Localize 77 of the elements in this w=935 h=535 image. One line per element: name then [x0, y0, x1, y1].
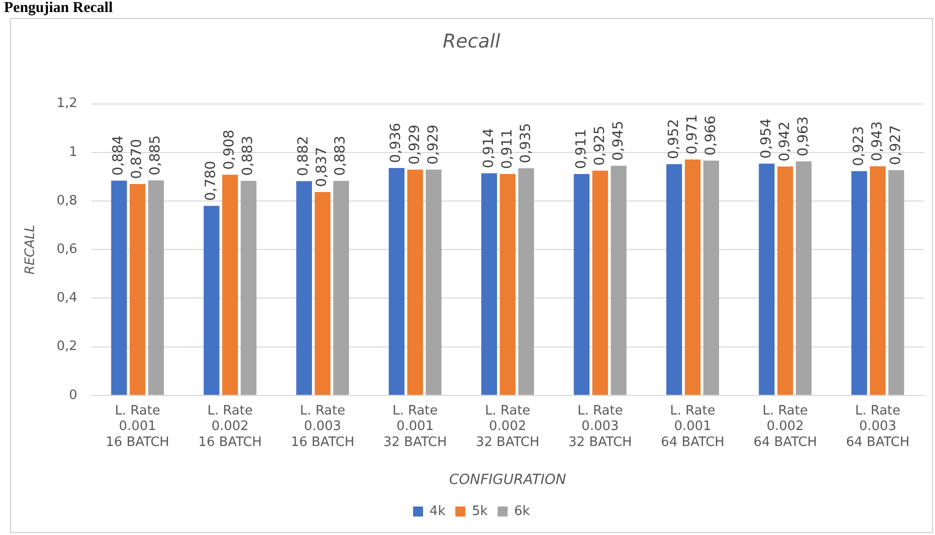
- y-tick-label: 0,8: [56, 193, 78, 208]
- data-label: 0,911: [499, 128, 516, 170]
- data-label: 0,883: [240, 136, 256, 176]
- legend-label: 4k: [430, 504, 446, 519]
- bar: [758, 164, 775, 395]
- bar: [851, 171, 868, 395]
- data-label: 0,780: [203, 160, 220, 201]
- bar: [703, 160, 720, 395]
- chart-title: Recall: [442, 30, 501, 52]
- x-tick-label: L. Rate 0.002 64 BATCH: [753, 404, 817, 450]
- data-label: 0,945: [610, 120, 626, 161]
- bar: [204, 206, 220, 395]
- x-tick-label: L. Rate 0.003 16 BATCH: [290, 404, 354, 450]
- data-label: 0,971: [684, 114, 700, 154]
- bar: [130, 184, 146, 395]
- bar: [481, 173, 497, 395]
- data-label: 0,952: [666, 118, 682, 160]
- bar: [222, 174, 238, 395]
- bar: [296, 181, 312, 395]
- data-label: 0,943: [869, 121, 886, 162]
- bar: [777, 166, 794, 395]
- bar: [111, 180, 127, 395]
- data-label: 0,925: [592, 126, 608, 166]
- data-label: 0,935: [518, 123, 534, 164]
- bar: [888, 170, 904, 395]
- x-tick-label: L. Rate 0.001 32 BATCH: [383, 404, 447, 450]
- bar: [148, 180, 164, 395]
- y-tick-label: 0,2: [56, 339, 78, 354]
- legend-label: 5k: [472, 504, 488, 519]
- x-tick-label: L. Rate 0.001 64 BATCH: [660, 404, 724, 450]
- data-label: 0,885: [148, 135, 164, 176]
- data-label: 0,929: [406, 124, 423, 165]
- bar: [500, 174, 516, 395]
- bar: [240, 180, 256, 395]
- data-label: 0,954: [758, 118, 774, 159]
- y-axis-title: RECALL: [23, 224, 38, 274]
- bar: [314, 192, 330, 395]
- data-label: 0,942: [776, 121, 793, 162]
- data-label: 0,884: [110, 135, 127, 176]
- data-label: 0,908: [222, 130, 238, 170]
- data-label: 0,963: [795, 116, 812, 156]
- bar: [684, 159, 701, 395]
- data-label: 0,882: [296, 136, 312, 176]
- bar: [426, 170, 442, 395]
- bar: [666, 164, 682, 395]
- data-label: 0,927: [888, 125, 904, 166]
- bar: [610, 166, 627, 395]
- bar: [574, 174, 590, 395]
- x-axis-title: CONFIGURATION: [449, 472, 567, 488]
- x-tick-label: L. Rate 0.002 32 BATCH: [476, 404, 540, 450]
- text: Pengujian Recall: [4, 0, 113, 17]
- x-tick-label: L. Rate 0.002 16 BATCH: [198, 404, 262, 450]
- bar: [333, 180, 349, 395]
- y-tick-label: 0: [68, 388, 78, 403]
- data-label: 0,870: [129, 138, 146, 179]
- bar: [407, 170, 423, 395]
- data-label: 0,914: [480, 128, 497, 168]
- bar: [592, 170, 608, 395]
- bar: [870, 166, 886, 395]
- y-tick-label: 1: [68, 144, 78, 160]
- x-tick-label: L. Rate 0.001 16 BATCH: [106, 404, 170, 450]
- bar: [796, 161, 812, 395]
- data-label: 0,883: [332, 136, 349, 176]
- data-label: 0,936: [388, 122, 404, 163]
- y-tick-label: 0,6: [56, 242, 78, 257]
- legend-label: 6k: [514, 504, 530, 519]
- data-label: 0,929: [425, 124, 442, 165]
- bar: [388, 168, 404, 395]
- data-label: 0,966: [702, 115, 719, 156]
- x-tick-label: L. Rate 0.003 64 BATCH: [846, 404, 910, 450]
- data-label: 0,837: [314, 146, 330, 188]
- y-tick-label: 1,2: [56, 96, 78, 112]
- x-tick-label: L. Rate 0.003 32 BATCH: [568, 404, 632, 450]
- y-tick-label: 0,4: [56, 290, 78, 306]
- data-label: 0,923: [850, 126, 867, 166]
- data-label: 0,911: [573, 128, 590, 170]
- bar: [518, 168, 534, 395]
